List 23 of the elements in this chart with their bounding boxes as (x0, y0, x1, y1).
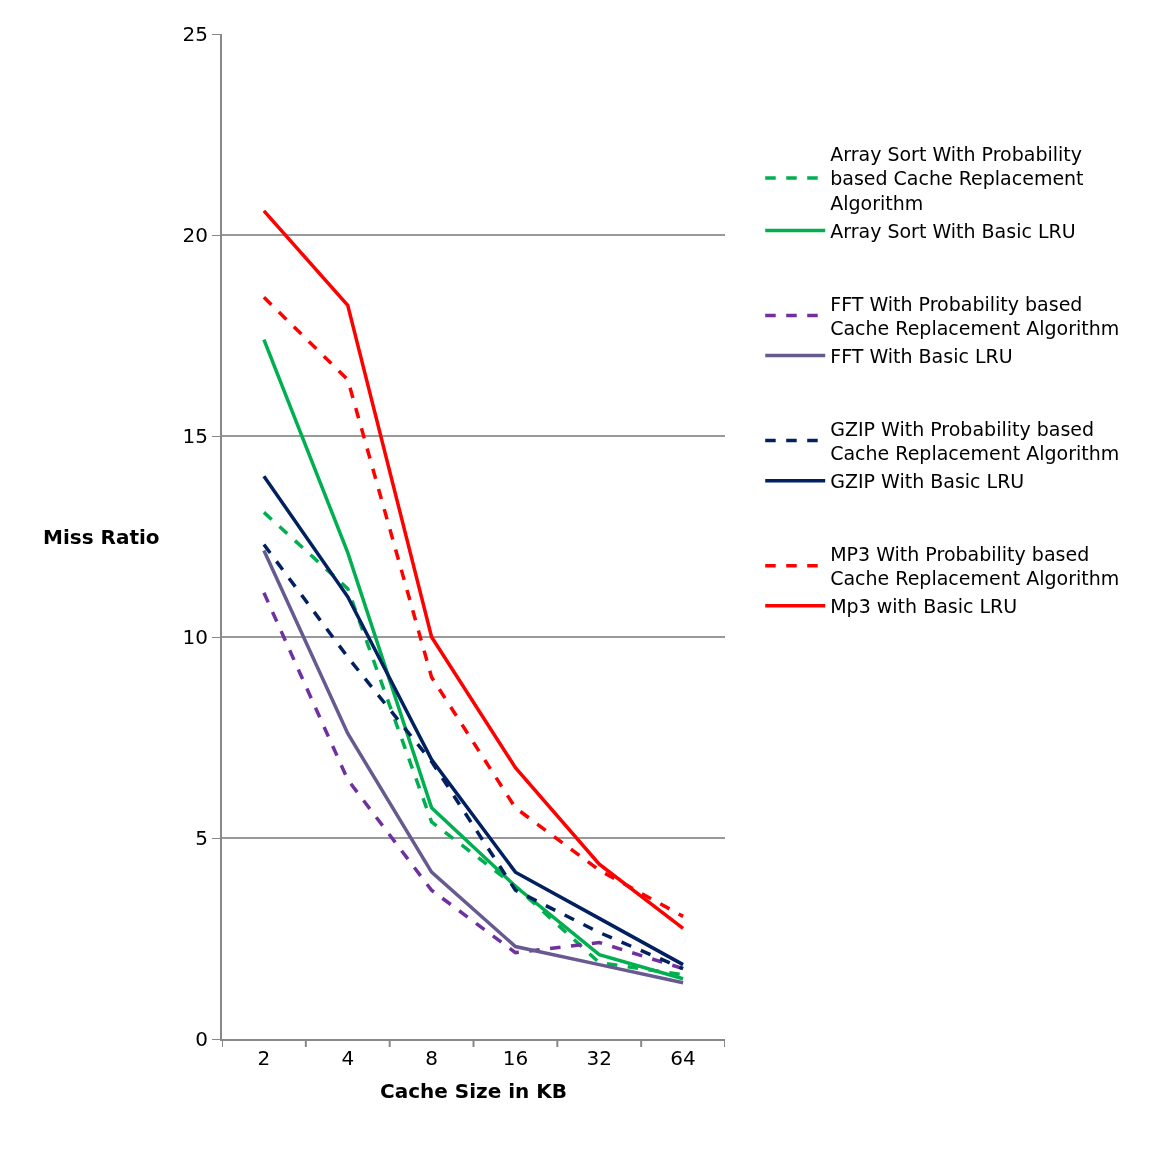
legend-label: FFT With Probability based Cache Replacement Algorithm (830, 292, 1120, 340)
x-tick-label: 8 (425, 1046, 438, 1070)
x-tick-label: 4 (341, 1046, 355, 1070)
x-tick-label: 32 (586, 1046, 612, 1070)
legend-label: FFT With Basic LRU (830, 344, 1013, 367)
x-axis-title: Cache Size in KB (379, 1079, 568, 1103)
legend-label: Mp3 with Basic LRU (830, 595, 1018, 618)
legend-label: Array Sort With Probability based Cache Replacement Algorithm (830, 142, 1084, 215)
y-tick-label: 0 (195, 1027, 208, 1051)
x-tick-label: 64 (670, 1046, 696, 1070)
legend-label: Array Sort With Basic LRU (830, 219, 1076, 242)
x-tick-label: 16 (502, 1046, 529, 1070)
y-tick-label: 10 (182, 625, 208, 649)
line-series (262, 337, 685, 981)
legend-label: GZIP With Basic LRU (830, 470, 1025, 493)
y-tick-label: 25 (182, 22, 208, 46)
y-axis-title: Miss Ratio (43, 525, 160, 549)
y-tick-label: 15 (182, 424, 208, 448)
legend-label: MP3 With Probability based Cache Replacement Algorithm (830, 542, 1120, 590)
y-tick-label: 20 (182, 223, 208, 247)
x-tick-label: 2 (257, 1046, 271, 1070)
y-tick-label: 5 (195, 826, 208, 850)
legend-label: GZIP With Probability based Cache Replacement Algorithm (830, 417, 1120, 465)
